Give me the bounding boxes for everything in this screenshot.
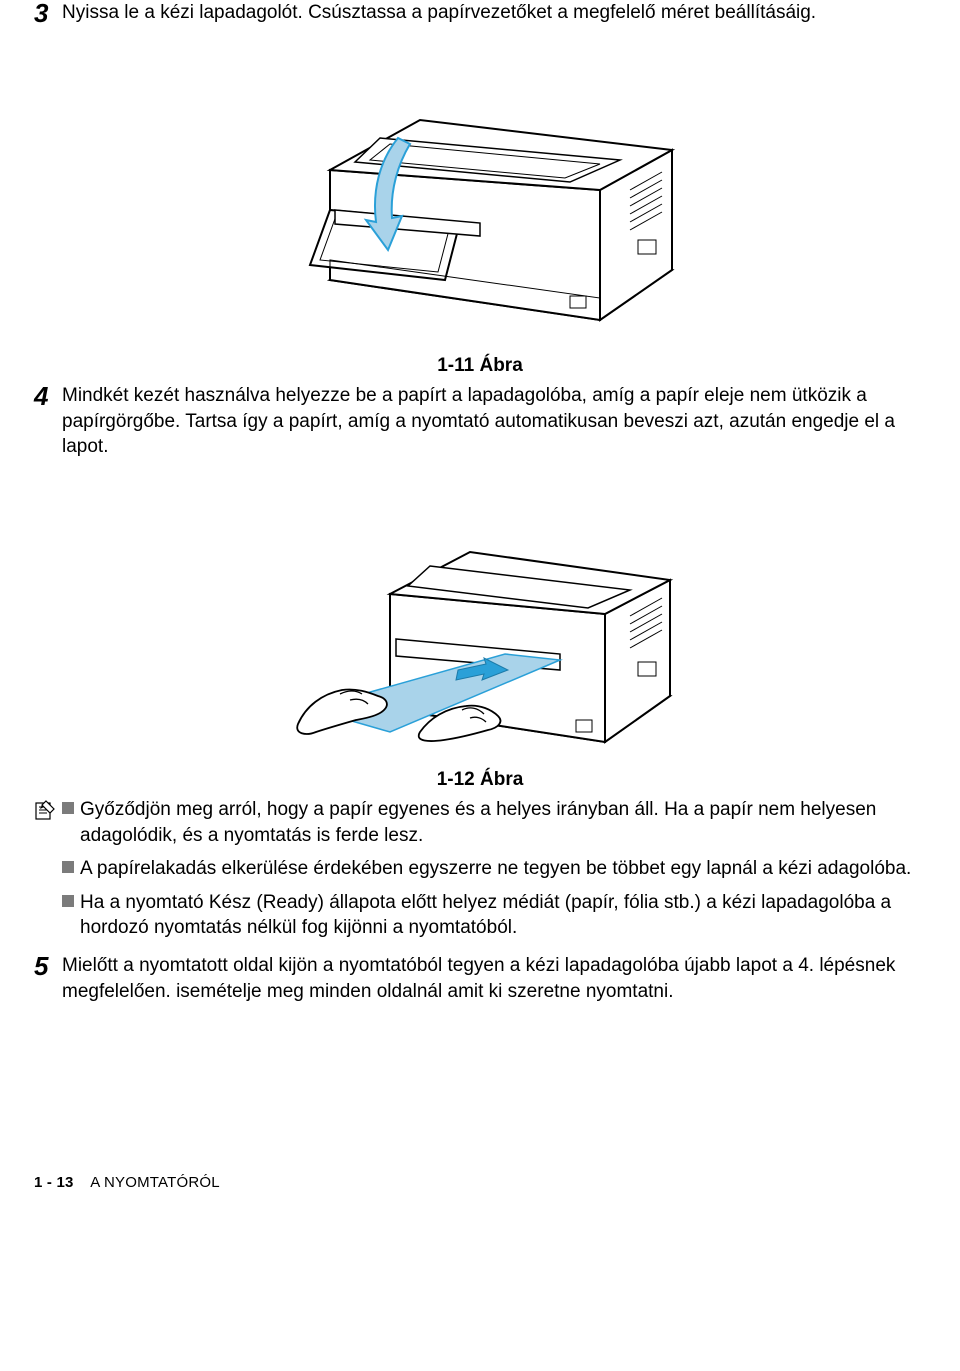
step-text-4: Mindkét kezét használva helyezze be a pa… xyxy=(62,383,926,460)
note-item-3: Ha a nyomtató Kész (Ready) állapota előt… xyxy=(62,890,926,941)
step-text-5: Mielőtt a nyomtatott oldal kijön a nyomt… xyxy=(62,953,926,1004)
note-text-3: Ha a nyomtató Kész (Ready) állapota előt… xyxy=(80,890,926,941)
step-4: 4 Mindkét kezét használva helyezze be a … xyxy=(34,383,926,460)
printer-manual-feed-illustration xyxy=(270,40,690,340)
footer-section-title: A NYOMTATÓRÓL xyxy=(90,1174,220,1191)
bullet-icon xyxy=(62,856,80,878)
step-3: 3 Nyissa le a kézi lapadagolót. Csúsztas… xyxy=(34,0,926,26)
bullet-icon xyxy=(62,797,80,819)
note-item-2: A papírelakadás elkerülése érdekében egy… xyxy=(62,856,926,882)
figure-1-11-caption: 1-11 Ábra xyxy=(34,355,926,377)
footer-page-number: 1 - 13 xyxy=(34,1174,74,1191)
note-block: Győződjön meg arról, hogy a papír egyene… xyxy=(34,797,926,949)
step-text-3: Nyissa le a kézi lapadagolót. Csúsztassa… xyxy=(62,0,816,26)
step-5: 5 Mielőtt a nyomtatott oldal kijön a nyo… xyxy=(34,953,926,1004)
pencil-note-icon xyxy=(34,797,62,949)
figure-1-11 xyxy=(34,40,926,345)
note-item-1: Győződjön meg arról, hogy a papír egyene… xyxy=(62,797,926,848)
page-footer: 1 - 13 A NYOMTATÓRÓL xyxy=(34,1174,220,1191)
step-number-4: 4 xyxy=(34,383,62,409)
note-text-1: Győződjön meg arról, hogy a papír egyene… xyxy=(80,797,926,848)
figure-1-12-caption: 1-12 Ábra xyxy=(34,769,926,791)
step-number-3: 3 xyxy=(34,0,62,26)
bullet-icon xyxy=(62,890,80,912)
figure-1-12 xyxy=(34,474,926,759)
step-number-5: 5 xyxy=(34,953,62,979)
note-text-2: A papírelakadás elkerülése érdekében egy… xyxy=(80,856,911,882)
printer-hands-feeding-illustration xyxy=(270,474,690,754)
